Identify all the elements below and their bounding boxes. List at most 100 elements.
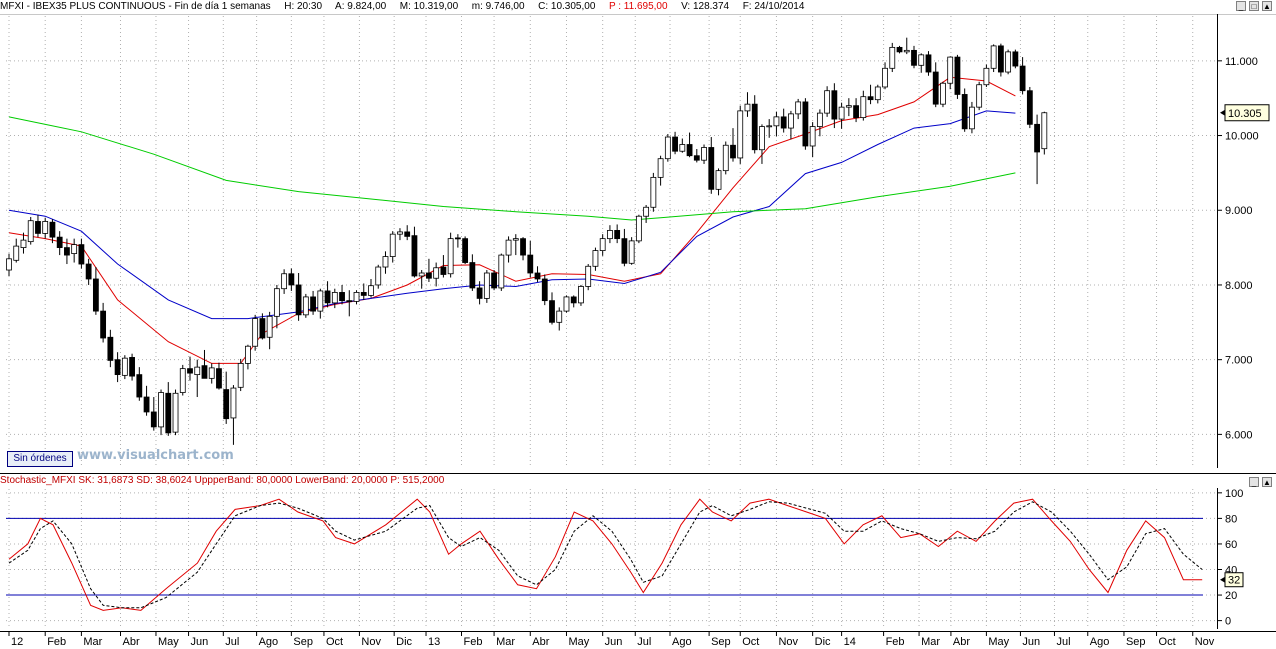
candle-down xyxy=(1026,90,1033,125)
upper-band-value: 80,0000 xyxy=(256,475,293,486)
hour-value: 20:30 xyxy=(297,1,323,12)
time-tick-label: Sep xyxy=(293,636,313,648)
indicator-scroll-up-button[interactable]: ▲ xyxy=(1262,477,1272,487)
candle-down xyxy=(621,238,628,264)
price-grid xyxy=(6,16,1217,468)
candle-down xyxy=(896,46,903,53)
candle-down xyxy=(527,254,534,274)
candlesticks xyxy=(6,37,1048,445)
candle-up xyxy=(860,96,867,119)
hour-label: H: xyxy=(284,1,295,12)
candle-up xyxy=(607,230,613,240)
candle-up xyxy=(273,288,280,317)
candle-down xyxy=(614,230,621,240)
candle-up xyxy=(252,318,259,347)
sin-ordenes-button[interactable]: Sin órdenes xyxy=(7,451,73,467)
time-tick-label: Abr xyxy=(122,636,139,648)
candle-down xyxy=(730,144,736,159)
stoch-tick-label: 0 xyxy=(1225,616,1231,628)
candle-up xyxy=(483,272,490,299)
time-tick-label: 12 xyxy=(11,636,23,648)
low-value: 9.746,00 xyxy=(485,1,525,12)
candle-up xyxy=(71,244,78,254)
candle-up xyxy=(650,176,657,208)
maximize-button[interactable]: □ xyxy=(1249,1,1259,11)
high-value: 10.319,00 xyxy=(413,1,459,12)
candle-up xyxy=(556,310,563,323)
scroll-up-button[interactable]: ▲ xyxy=(1262,1,1272,11)
candle-down xyxy=(954,56,961,95)
candle-up xyxy=(874,86,881,101)
candle-up xyxy=(795,101,802,115)
candle-down xyxy=(136,374,143,398)
candle-up xyxy=(947,56,954,84)
candle-up xyxy=(585,265,592,287)
price-flag-pointer xyxy=(1220,109,1225,116)
candle-up xyxy=(447,238,454,275)
candle-up xyxy=(628,240,635,264)
open-label: A: xyxy=(335,1,345,12)
time-tick-label: Jun xyxy=(605,636,623,648)
upper-band-label: UppperBand: xyxy=(194,475,254,486)
time-tick-label: Jun xyxy=(191,636,209,648)
time-tick-label: Jun xyxy=(1022,636,1040,648)
candle-up xyxy=(368,285,374,296)
symbol: MFXI xyxy=(0,1,24,12)
candle-down xyxy=(454,237,461,240)
candle-down xyxy=(411,235,418,277)
candle-down xyxy=(165,392,172,434)
candle-up xyxy=(664,136,671,160)
candle-down xyxy=(426,272,432,279)
candle-up xyxy=(237,363,244,388)
candle-down xyxy=(78,244,85,265)
sd-value: 38,6024 xyxy=(155,475,192,486)
time-tick-label: Oct xyxy=(742,636,759,648)
minimize-button[interactable]: _ xyxy=(1236,1,1246,11)
candle-down xyxy=(404,231,411,237)
candle-up xyxy=(13,245,20,261)
candle-down xyxy=(440,266,447,275)
candle-up xyxy=(969,106,975,130)
candle-up xyxy=(266,315,273,338)
sd-label: SD: xyxy=(136,475,153,486)
candle-up xyxy=(382,256,389,268)
period-p-value: 515,2000 xyxy=(402,475,445,486)
indicator-minimize-button[interactable]: _ xyxy=(1249,477,1259,487)
candle-up xyxy=(578,286,584,304)
time-tick-label: Ago xyxy=(259,636,279,648)
stochastic-grid xyxy=(6,489,1217,627)
candle-down xyxy=(751,103,758,151)
candle-down xyxy=(150,411,157,428)
candle-up xyxy=(643,206,650,217)
time-tick-label: Nov xyxy=(778,636,798,648)
candle-down xyxy=(129,357,135,377)
time-tick-label: Mar xyxy=(496,636,515,648)
candle-up xyxy=(882,67,888,88)
candle-down xyxy=(541,278,548,302)
time-tick-label: Sep xyxy=(1126,636,1146,648)
candle-down xyxy=(802,101,809,147)
period-label: Fin de día 1 semanas xyxy=(174,1,271,12)
candle-up xyxy=(353,292,360,302)
volume-label: V: xyxy=(681,1,691,12)
low-label: m: xyxy=(471,1,483,12)
moving-average-line xyxy=(8,116,1016,221)
date-value: 24/10/2014 xyxy=(754,1,805,12)
candle-down xyxy=(288,273,295,286)
candle-down xyxy=(35,221,41,234)
candle-up xyxy=(1005,51,1012,73)
candle-up xyxy=(1041,112,1048,150)
time-tick-label: Oct xyxy=(326,636,343,648)
candle-up xyxy=(179,368,186,393)
candle-down xyxy=(925,54,932,73)
volume-value: 128.374 xyxy=(692,1,730,12)
candle-up xyxy=(397,231,403,235)
candle-up xyxy=(121,357,128,376)
candle-up xyxy=(375,266,382,286)
watermark: www.visualchart.com xyxy=(77,448,234,463)
candle-up xyxy=(498,254,505,289)
candle-down xyxy=(534,272,541,280)
candle-up xyxy=(788,113,794,129)
